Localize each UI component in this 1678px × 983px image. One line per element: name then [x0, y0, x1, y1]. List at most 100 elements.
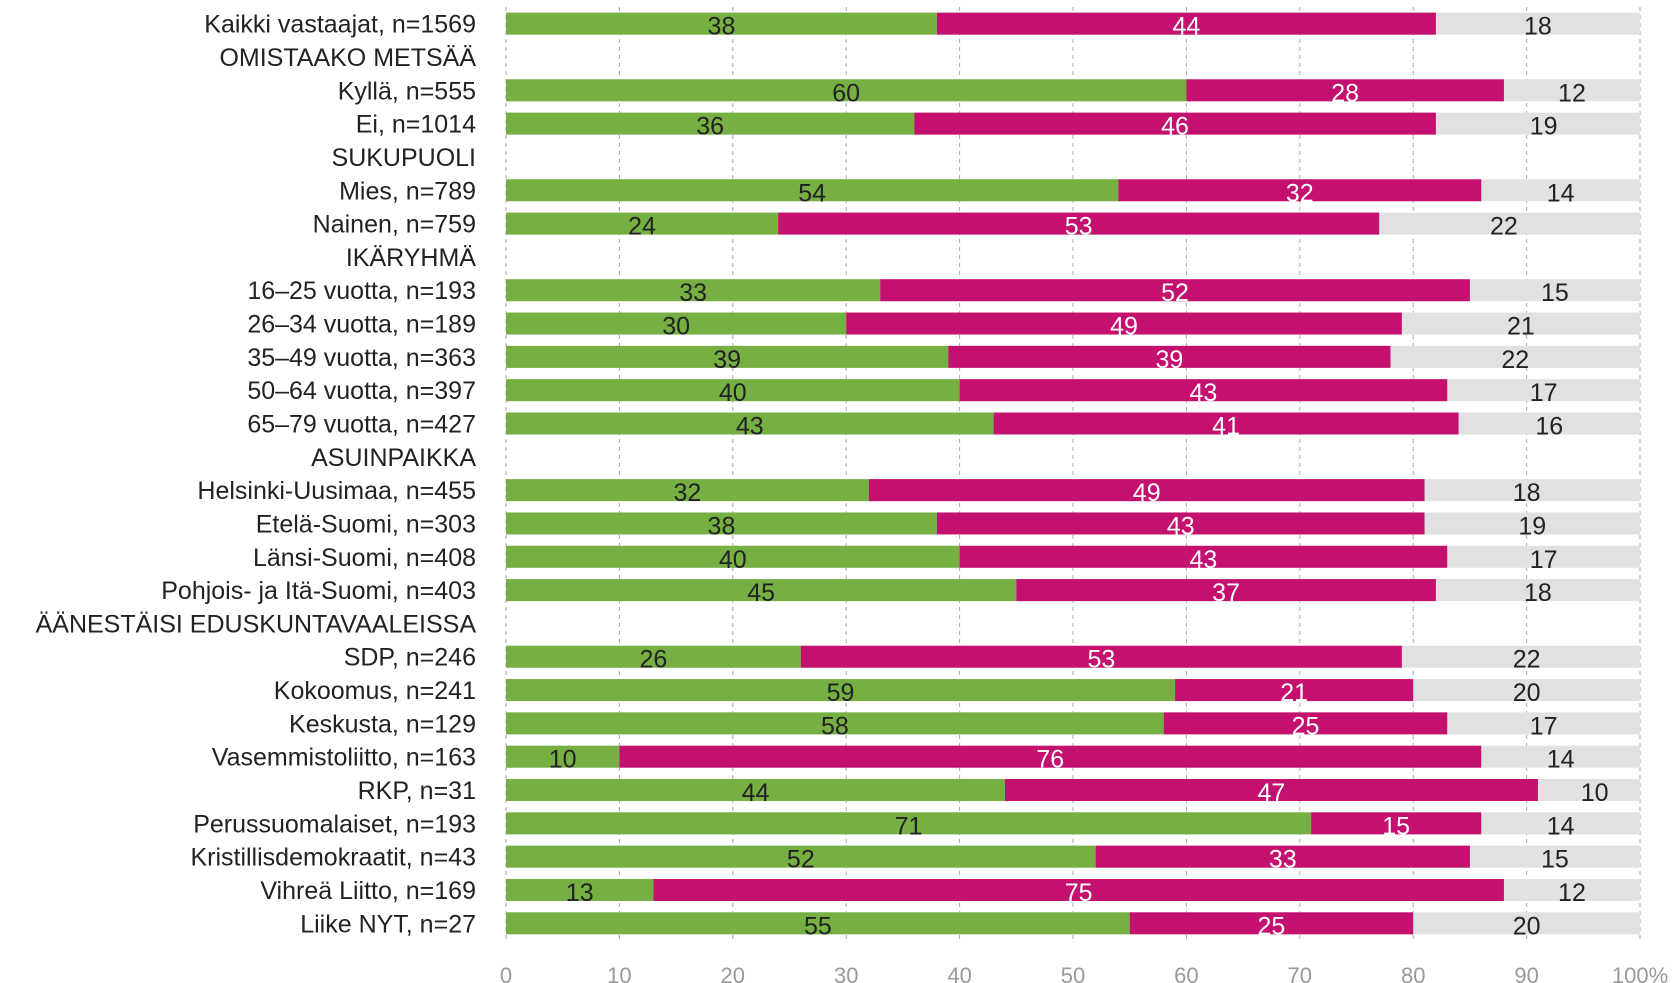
bar-segment-magenta: [1311, 812, 1482, 835]
row-label: Liike NYT, n=27: [300, 910, 476, 938]
value-label: 40: [719, 379, 747, 407]
value-label: 20: [1513, 912, 1541, 940]
bars: [506, 12, 1640, 935]
bar-segment-green: [506, 512, 937, 535]
value-label: 49: [1110, 313, 1138, 341]
row-label: Helsinki-Uusimaa, n=455: [197, 477, 476, 505]
value-label: 53: [1065, 213, 1093, 241]
bar-segment-magenta: [1175, 679, 1414, 702]
bar-segment-magenta: [868, 479, 1425, 502]
value-label: 10: [549, 746, 577, 774]
row-label: SDP, n=246: [344, 644, 476, 672]
value-label: 45: [747, 579, 775, 607]
row-label: 26–34 vuotta, n=189: [247, 311, 476, 339]
value-label: 52: [787, 846, 815, 874]
row-label: Mies, n=789: [339, 177, 476, 205]
value-label: 71: [895, 812, 923, 840]
value-labels: 38 44 18 60 28 12 36 46 19 54 32 14 24 53 22 33 52 15 30 49…: [549, 13, 1609, 941]
x-tick-label: 60: [1174, 963, 1198, 983]
value-label: 46: [1161, 113, 1189, 141]
value-label: 14: [1547, 812, 1575, 840]
bar-segment-green: [506, 312, 847, 335]
value-label: 19: [1518, 512, 1546, 540]
value-label: 17: [1530, 379, 1558, 407]
value-label: 32: [674, 479, 702, 507]
bar-segment-magenta: [1129, 912, 1414, 935]
value-label: 43: [1167, 512, 1195, 540]
x-tick-label: 0: [500, 963, 512, 983]
row-label: 65–79 vuotta, n=427: [247, 411, 476, 439]
value-label: 36: [696, 113, 724, 141]
x-axis-tick-labels: 0 10 20 30 40 50 60 70 80 90 100%: [500, 963, 1668, 983]
value-label: 76: [1036, 746, 1064, 774]
value-label: 15: [1382, 812, 1410, 840]
x-tick-label: 80: [1401, 963, 1425, 983]
row-label: Nainen, n=759: [313, 211, 476, 239]
value-label: 33: [679, 279, 707, 307]
row-label: 50–64 vuotta, n=397: [247, 377, 476, 405]
value-label: 52: [1161, 279, 1189, 307]
bar-segment-magenta: [880, 279, 1470, 302]
bar-segment-green: [506, 812, 1312, 835]
x-tick-label: 20: [721, 963, 745, 983]
bar-segment-green: [506, 679, 1176, 702]
value-label: 25: [1258, 912, 1286, 940]
group-header: SUKUPUOLI: [332, 144, 476, 172]
bar-segment-magenta: [1118, 179, 1482, 202]
bar-segment-magenta: [936, 512, 1425, 535]
value-label: 53: [1087, 646, 1115, 674]
value-label: 33: [1269, 846, 1297, 874]
bar-segment-green: [506, 645, 801, 668]
row-label: Pohjois- ja Itä-Suomi, n=403: [161, 577, 476, 605]
value-label: 24: [628, 213, 656, 241]
row-label: Vasemmistoliitto, n=163: [212, 744, 476, 772]
group-header: ASUINPAIKKA: [311, 444, 476, 472]
bar-segment-magenta: [1186, 79, 1504, 102]
value-label: 49: [1133, 479, 1161, 507]
row-label: Keskusta, n=129: [289, 710, 476, 738]
row-label: Kyllä, n=555: [338, 77, 476, 105]
bar-segment-green: [506, 745, 620, 768]
bar-segment-green: [506, 912, 1130, 935]
row-label: 35–49 vuotta, n=363: [247, 344, 476, 372]
value-label: 17: [1530, 546, 1558, 574]
value-label: 55: [804, 912, 832, 940]
value-label: 43: [1190, 546, 1218, 574]
value-label: 25: [1292, 712, 1320, 740]
bar-segment-green: [506, 79, 1187, 102]
row-label: Kristillisdemokraatit, n=43: [190, 844, 476, 872]
value-label: 16: [1535, 413, 1563, 441]
row-label: Kaikki vastaajat, n=1569: [204, 11, 476, 39]
x-tick-label: 30: [834, 963, 858, 983]
bar-segment-magenta: [914, 112, 1436, 135]
bar-segment-green: [506, 279, 881, 302]
value-label: 37: [1212, 579, 1240, 607]
x-tick-label: 100%: [1612, 963, 1668, 983]
bar-segment-magenta: [959, 545, 1448, 568]
group-header: IKÄRYHMÄ: [346, 244, 476, 272]
bar-segment-magenta: [619, 745, 1482, 768]
value-label: 75: [1065, 879, 1093, 907]
x-tick-label: 50: [1061, 963, 1085, 983]
value-label: 18: [1524, 13, 1552, 41]
bar-segment-green: [506, 779, 1005, 802]
value-label: 59: [827, 679, 855, 707]
bar-segment-green: [506, 345, 949, 368]
value-label: 60: [832, 79, 860, 107]
value-label: 54: [798, 179, 826, 207]
value-label: 17: [1530, 712, 1558, 740]
value-label: 41: [1212, 413, 1240, 441]
bar-segment-magenta: [948, 345, 1391, 368]
bar-segment-green: [506, 479, 869, 502]
row-label: 16–25 vuotta, n=193: [247, 277, 476, 305]
bar-segment-green: [506, 845, 1096, 868]
value-label: 13: [566, 879, 594, 907]
value-label: 15: [1541, 846, 1569, 874]
bar-segment-magenta: [959, 379, 1448, 402]
x-tick-label: 40: [947, 963, 971, 983]
bar-segment-magenta: [800, 645, 1402, 668]
row-label: Etelä-Suomi, n=303: [256, 510, 476, 538]
value-label: 12: [1558, 79, 1586, 107]
bar-segment-green: [506, 878, 654, 901]
value-label: 44: [742, 779, 770, 807]
